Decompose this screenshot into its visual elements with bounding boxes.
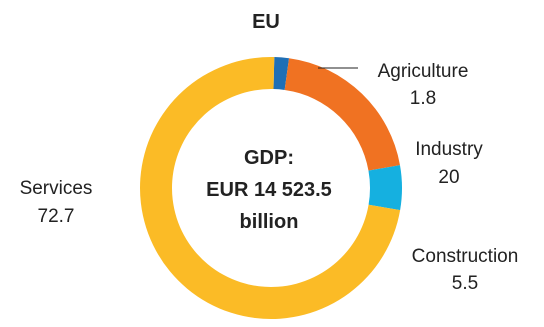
slice-value-services: 72.7 [38,206,75,227]
chart-title: EU [252,11,280,33]
slice-label-services: Services [20,178,93,199]
center-label-line-3: billion [240,211,299,233]
donut-slices [140,57,402,320]
slice-industry [284,58,400,171]
slice-label-construction: Construction [412,246,519,267]
slice-label-industry: Industry [415,139,483,160]
slice-value-construction: 5.5 [452,273,478,294]
center-label-line-1: GDP: [244,147,294,169]
slice-value-industry: 20 [438,167,459,188]
slice-label-agriculture: Agriculture [378,61,469,82]
slice-value-agriculture: 1.8 [410,88,436,109]
center-label-line-2: EUR 14 523.5 [206,179,332,201]
slice-agriculture [273,57,290,90]
slice-construction [368,165,402,211]
